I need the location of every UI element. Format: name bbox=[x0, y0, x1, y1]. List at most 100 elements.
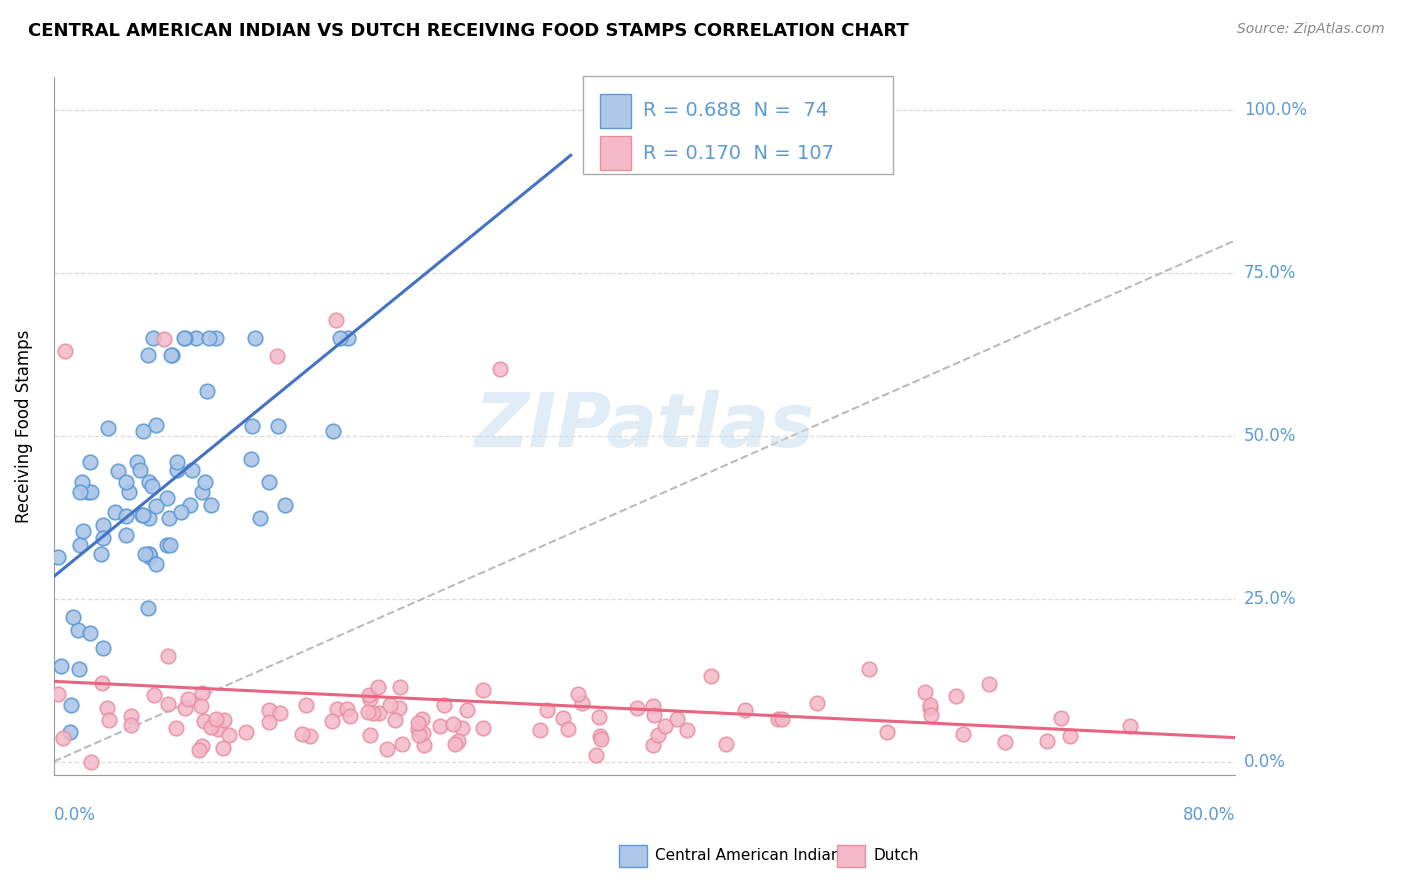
Point bbox=[131, 508, 153, 522]
Point bbox=[179, 498, 201, 512]
Point bbox=[357, 705, 380, 719]
Text: 80.0%: 80.0% bbox=[1182, 806, 1236, 824]
Point bbox=[166, 463, 188, 477]
Point bbox=[91, 640, 114, 655]
Point bbox=[218, 728, 240, 742]
Point bbox=[138, 547, 160, 561]
Point bbox=[1036, 733, 1059, 747]
Point bbox=[979, 677, 1001, 691]
Point bbox=[858, 662, 880, 676]
Point bbox=[368, 706, 391, 720]
Point bbox=[589, 729, 612, 743]
Point bbox=[654, 719, 676, 733]
Point bbox=[380, 698, 402, 712]
Point bbox=[115, 528, 138, 542]
Point bbox=[766, 712, 789, 726]
Point bbox=[97, 713, 120, 727]
Point bbox=[70, 475, 93, 490]
Point bbox=[388, 681, 411, 695]
Point bbox=[190, 739, 212, 753]
Point bbox=[291, 727, 314, 741]
Point bbox=[207, 722, 229, 736]
Point bbox=[945, 689, 967, 703]
Point bbox=[91, 518, 114, 533]
Text: 50.0%: 50.0% bbox=[1244, 426, 1296, 445]
Point bbox=[195, 384, 218, 399]
Point bbox=[174, 701, 197, 715]
Text: Dutch: Dutch bbox=[873, 848, 918, 863]
Point bbox=[770, 712, 793, 726]
Point bbox=[157, 697, 180, 711]
Point bbox=[257, 703, 280, 717]
Point bbox=[952, 727, 974, 741]
Point bbox=[257, 475, 280, 489]
Point bbox=[120, 708, 142, 723]
Point bbox=[212, 741, 235, 756]
Point bbox=[914, 685, 936, 699]
Point bbox=[200, 720, 222, 734]
Point bbox=[298, 729, 321, 743]
Point bbox=[59, 724, 82, 739]
Text: 25.0%: 25.0% bbox=[1244, 590, 1296, 607]
Point bbox=[52, 731, 75, 745]
Point bbox=[245, 331, 267, 345]
Point bbox=[62, 610, 84, 624]
Point bbox=[77, 485, 100, 500]
Point bbox=[411, 712, 433, 726]
Point bbox=[97, 421, 120, 435]
Point bbox=[408, 722, 430, 736]
Point bbox=[159, 537, 181, 551]
Point bbox=[591, 732, 613, 747]
Point bbox=[257, 715, 280, 730]
Point bbox=[235, 724, 257, 739]
Point bbox=[239, 452, 262, 467]
Point bbox=[876, 725, 898, 739]
Point bbox=[60, 698, 83, 713]
Point bbox=[114, 475, 136, 490]
Point bbox=[49, 658, 72, 673]
Point bbox=[391, 737, 413, 751]
Point bbox=[249, 511, 271, 525]
Point bbox=[198, 331, 221, 345]
Point bbox=[177, 692, 200, 706]
Point bbox=[145, 557, 167, 571]
Point bbox=[412, 726, 434, 740]
Point bbox=[136, 348, 159, 362]
Point bbox=[571, 696, 593, 710]
Point bbox=[115, 509, 138, 524]
Point bbox=[626, 700, 648, 714]
Point bbox=[132, 424, 155, 438]
Point bbox=[406, 715, 429, 730]
Point bbox=[643, 738, 665, 752]
Point bbox=[325, 313, 347, 327]
Point bbox=[212, 713, 235, 727]
Point bbox=[79, 455, 101, 469]
Point bbox=[165, 721, 187, 735]
Y-axis label: Receiving Food Stamps: Receiving Food Stamps bbox=[15, 329, 32, 523]
Point bbox=[153, 332, 176, 346]
Point bbox=[274, 498, 297, 512]
Point bbox=[588, 710, 610, 724]
Point bbox=[200, 498, 222, 512]
Point bbox=[567, 687, 589, 701]
Point bbox=[129, 463, 152, 477]
Point bbox=[170, 505, 193, 519]
Point bbox=[441, 717, 464, 731]
Point bbox=[53, 343, 76, 358]
Point bbox=[104, 505, 127, 519]
Point bbox=[359, 728, 381, 742]
Point bbox=[734, 703, 756, 717]
Point bbox=[375, 742, 398, 756]
Point bbox=[472, 721, 495, 735]
Point bbox=[806, 696, 828, 710]
Point bbox=[118, 485, 141, 500]
Point bbox=[429, 719, 451, 733]
Point bbox=[160, 348, 183, 362]
Point bbox=[136, 600, 159, 615]
Point bbox=[643, 699, 665, 714]
Text: 0.0%: 0.0% bbox=[1244, 753, 1285, 771]
Point bbox=[387, 701, 409, 715]
Point bbox=[125, 455, 148, 469]
Point bbox=[675, 723, 697, 738]
Point bbox=[66, 623, 89, 637]
